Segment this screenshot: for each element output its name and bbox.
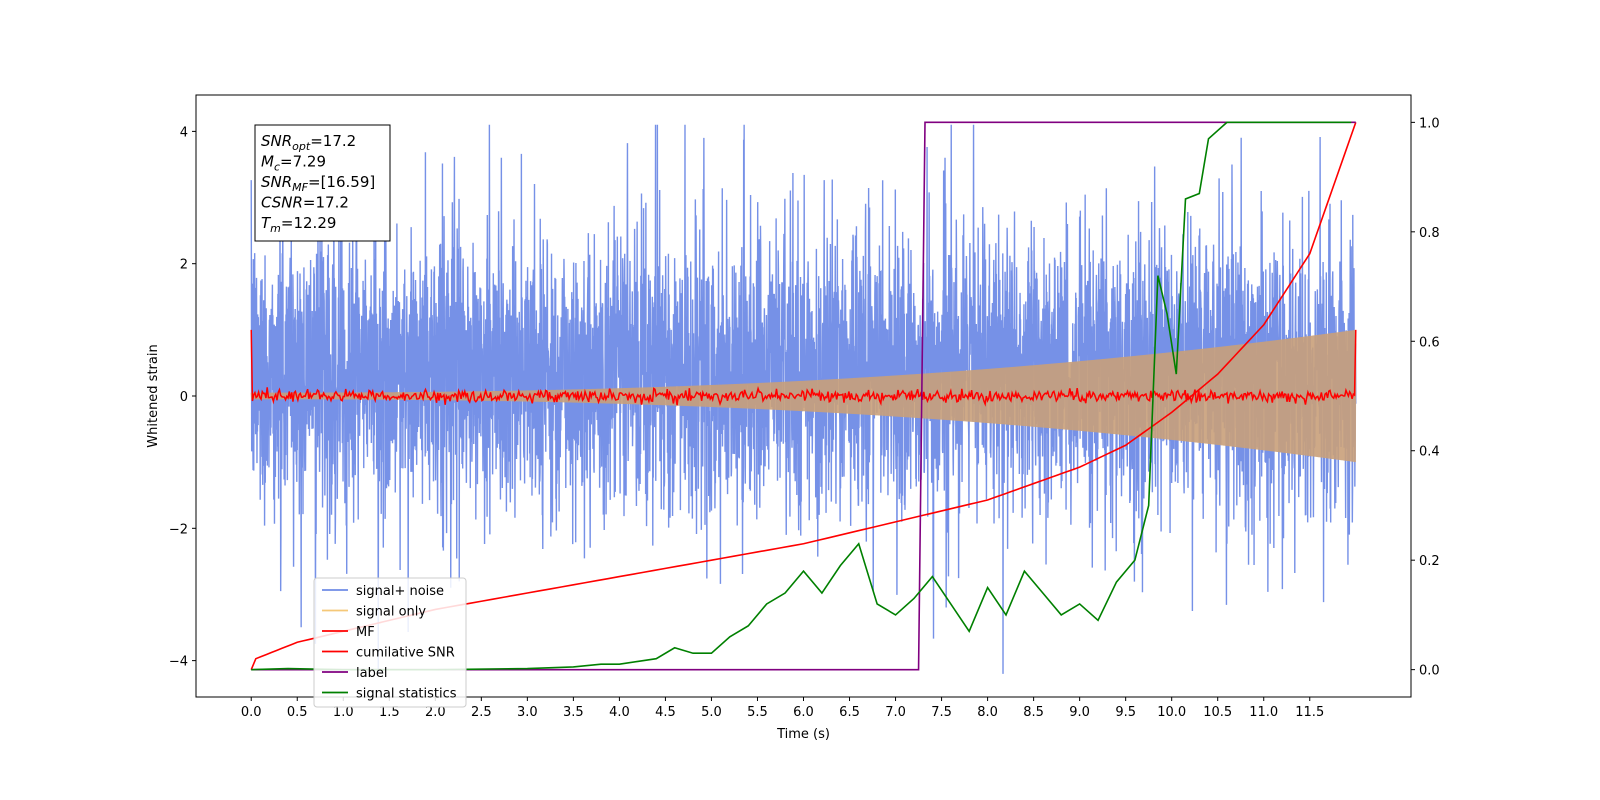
- annotation-value: =[16.59]: [308, 173, 375, 191]
- x-tick-label: 9.5: [1115, 705, 1136, 720]
- x-tick-label: 5.0: [701, 705, 722, 720]
- x-tick-label: 3.0: [517, 705, 538, 720]
- x-tick-label: 0.0: [241, 705, 262, 720]
- x-axis-title: Time (s): [776, 727, 830, 742]
- legend-label: cumilative SNR: [356, 646, 455, 661]
- legend-label: signal+ noise: [356, 584, 444, 599]
- annotation-value: =17.2: [303, 194, 349, 212]
- annotation-subscript: MF: [292, 181, 308, 194]
- series-signal-statistics: [251, 121, 1352, 671]
- series-signal-noise: [250, 124, 1357, 674]
- y-axis-right: 0.0 0.2 0.4 0.6 0.8 1.0: [1411, 116, 1440, 679]
- legend-label: signal only: [356, 605, 426, 620]
- series-line-signal-statistics: [251, 121, 1352, 671]
- x-tick-label: 2.5: [471, 705, 492, 720]
- x-tick-label: 4.0: [609, 705, 630, 720]
- annotation-subscript: c: [274, 161, 280, 174]
- y-tick-label: 0: [180, 390, 188, 405]
- series-line-mf: [250, 329, 1357, 407]
- x-tick-label: 10.5: [1203, 705, 1232, 720]
- annotation-line: SNRopt=17.2: [261, 132, 356, 153]
- y-tick-label: −2: [169, 522, 188, 537]
- x-tick-label: 10.0: [1157, 705, 1186, 720]
- annotation-box: SNRopt=17.2Mc=7.29SNRMF=[16.59]CSNR=17.2…: [254, 124, 391, 242]
- y2-tick-label: 0.8: [1419, 226, 1440, 241]
- x-tick-label: 2.0: [425, 705, 446, 720]
- annotation-symbol: SNR: [261, 132, 292, 150]
- x-tick-label: 9.0: [1069, 705, 1090, 720]
- y2-tick-label: 0.2: [1419, 554, 1440, 569]
- x-tick-label: 7.5: [931, 705, 952, 720]
- x-tick-label: 1.0: [333, 705, 354, 720]
- series-line-signal-noise: [250, 124, 1357, 674]
- annotation-symbol: CSNR: [261, 194, 303, 212]
- y2-tick-label: 0.6: [1419, 335, 1440, 350]
- annotation-symbol: M: [261, 153, 274, 171]
- x-tick-label: 8.0: [977, 705, 998, 720]
- legend-frame: [313, 577, 467, 708]
- x-tick-label: 11.5: [1295, 705, 1324, 720]
- x-tick-label: 5.5: [747, 705, 768, 720]
- legend-label: MF: [356, 625, 375, 640]
- legend-label: signal statistics: [356, 687, 457, 702]
- x-tick-label: 11.0: [1249, 705, 1278, 720]
- y-tick-label: −4: [169, 655, 188, 670]
- y-tick-label: 4: [180, 125, 188, 140]
- annotation-symbol: SNR: [261, 173, 292, 191]
- series-label: [251, 121, 1356, 671]
- y2-tick-label: 0.4: [1419, 445, 1440, 460]
- legend: signal+ noise signal only MF cumilative SNR…: [313, 577, 467, 708]
- annotation-frame: [254, 124, 391, 242]
- y-tick-label: 2: [180, 258, 188, 273]
- series-line-label: [251, 121, 1356, 671]
- annotation-value: =12.29: [281, 214, 337, 232]
- legend-label: label: [356, 666, 387, 681]
- annotation-subscript: m: [270, 222, 281, 235]
- x-tick-label: 8.5: [1023, 705, 1044, 720]
- x-tick-label: 6.5: [839, 705, 860, 720]
- y-axis-title: Whitened strain: [146, 344, 161, 447]
- annotation-line: Mc=7.29: [261, 153, 326, 174]
- x-tick-label: 4.5: [655, 705, 676, 720]
- y2-tick-label: 1.0: [1419, 116, 1440, 131]
- annotation-value: =17.2: [310, 132, 356, 150]
- annotation-symbol: T: [261, 214, 272, 232]
- x-tick-label: 1.5: [379, 705, 400, 720]
- y-axis-left: −4 −2 0 2 4: [169, 125, 196, 670]
- annotation-line: SNRMF=[16.59]: [261, 173, 375, 194]
- x-tick-label: 6.0: [793, 705, 814, 720]
- annotation-line: CSNR=17.2: [261, 194, 349, 212]
- annotation-subscript: opt: [292, 140, 311, 153]
- annotation-line: Tm=12.29: [261, 214, 336, 235]
- annotation-value: =7.29: [280, 153, 326, 171]
- x-tick-label: 0.5: [287, 705, 308, 720]
- series-line-signal-only: [250, 329, 1357, 463]
- series-signal-only: [250, 329, 1357, 463]
- y2-tick-label: 0.0: [1419, 664, 1440, 679]
- series-mf: [250, 329, 1357, 407]
- x-axis: 0.0 0.5 1.0 1.5 2.0 2.5 3.0 3.5 4.0 4.5 5.0 5.5 6.0 6…: [241, 697, 1324, 720]
- x-tick-label: 7.0: [885, 705, 906, 720]
- x-tick-label: 3.5: [563, 705, 584, 720]
